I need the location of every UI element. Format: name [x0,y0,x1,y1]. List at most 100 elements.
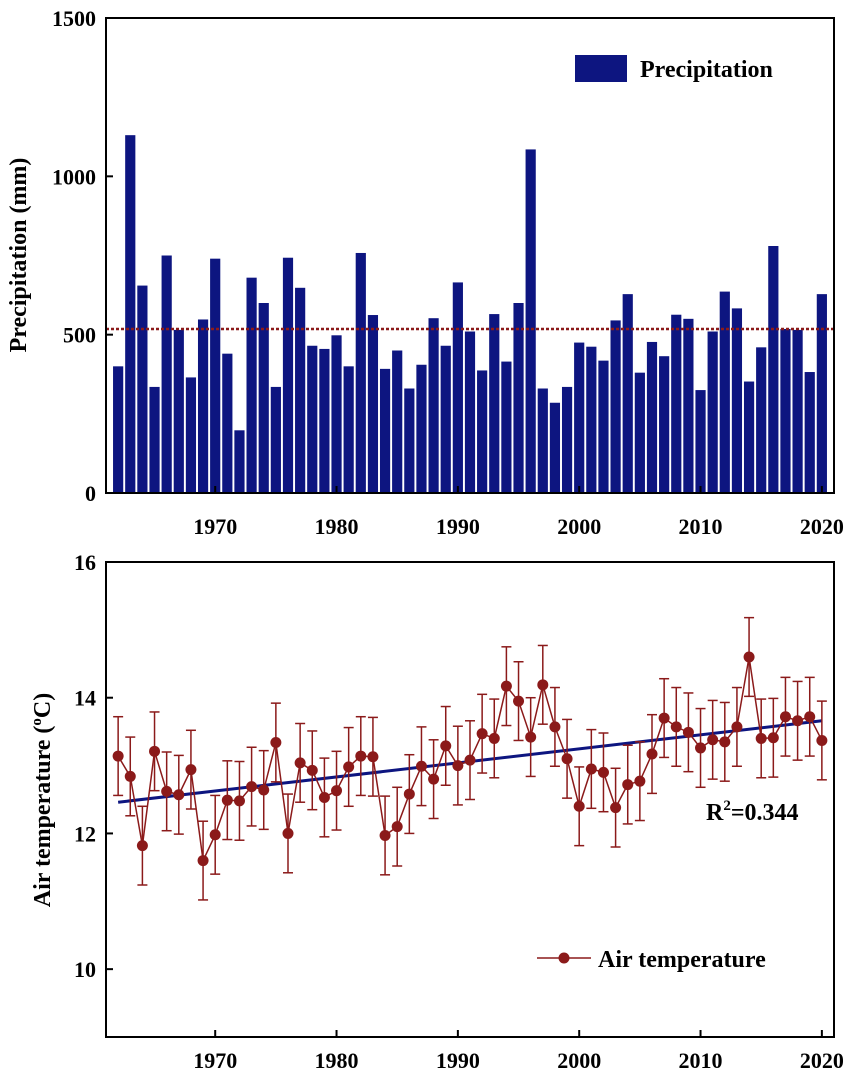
precipitation-bar [792,329,803,493]
air-temperature-y-label-main: Air temperature [30,734,56,908]
precipitation-bar [780,328,791,493]
x-tick-label: 1990 [436,1048,480,1073]
precipitation-bar [816,294,827,493]
air-temperature-point [270,737,282,748]
x-tick-label: 1980 [315,514,359,539]
precipitation-bar [416,364,427,493]
air-temperature-point [440,740,452,752]
air-temperature-point [258,784,270,796]
air-temperature-point [549,721,561,733]
precipitation-bar [622,294,633,493]
air-temperature-point [391,821,403,833]
air-temperature-point [331,785,343,797]
precipitation-bar [125,135,136,494]
precipitation-bar [513,303,524,493]
air-temperature-point [561,753,573,765]
precipitation-legend: Precipitation [575,55,773,83]
air-temperature-point [513,695,525,707]
precipitation-bar [440,345,451,493]
air-temperature-point [476,728,488,740]
precipitation-bar [695,390,706,493]
r-squared-annotation: R2=0.344 [706,798,799,826]
air-temperature-point [209,829,221,841]
air-temperature-x-ticks: 1970 1980 1990 2000 2010 2020 [193,1030,844,1073]
precipitation-y-ticks: 0 500 1000 1500 [52,6,113,506]
precipitation-bar [343,366,354,493]
air-temperature-point [731,721,743,733]
air-temperature-point [403,788,415,800]
precipitation-bar [404,388,415,493]
precipitation-bar [331,335,342,493]
y-tick-label: 12 [74,821,96,846]
x-tick-label: 1970 [193,1048,237,1073]
precipitation-bar [501,361,512,493]
air-temperature-point [646,748,658,760]
air-temperature-point [355,750,367,762]
precipitation-bar [743,381,755,493]
air-temperature-point [695,742,707,754]
precipitation-bar [282,257,294,493]
precipitation-bar [392,350,403,493]
air-temperature-point [136,840,148,852]
precipitation-bar [355,252,366,493]
precipitation-y-axis-label: Precipitation (mm) [6,158,32,353]
precipitation-bar [731,308,743,493]
air-temperature-point [573,800,585,812]
air-temperature-plot-frame [105,561,835,1038]
air-temperature-point [537,679,549,691]
precipitation-bar [537,388,548,493]
precipitation-chart: 0 500 1000 1500 1970 1980 1990 2000 2010 2020 Pr… [6,6,844,539]
y-tick-label: 500 [63,323,96,348]
precipitation-legend-swatch [575,55,627,82]
precipitation-bar [646,341,658,493]
air-temperature-point [452,760,464,772]
precipitation-bar [319,348,330,493]
precipitation-bar [161,255,172,493]
air-temperature-point [767,732,779,744]
precipitation-bar [295,287,306,493]
precipitation-bar [671,314,682,493]
air-temperature-point [415,760,427,772]
air-temperature-point [161,785,173,797]
precipitation-bar [197,319,209,493]
air-temperature-point [343,761,355,773]
air-temperature-point [379,829,391,841]
air-temperature-point [112,750,124,762]
air-temperature-point [719,736,731,748]
air-temperature-point [670,721,682,733]
air-temperature-y-label-degree: o [29,718,45,726]
air-temperature-point [221,794,233,806]
precipitation-bar [173,329,184,493]
precipitation-bar [719,291,730,493]
precipitation-bar [185,377,197,493]
precipitation-x-ticks: 1970 1980 1990 2000 2010 2020 [193,486,844,539]
precipitation-bar [246,277,257,493]
precipitation-bar [452,282,463,493]
air-temperature-point [622,779,634,791]
x-tick-label: 2020 [800,1048,844,1073]
precipitation-bar [307,345,318,493]
air-temperature-point [779,711,791,723]
air-temperature-point [525,731,537,743]
air-temperature-point [500,680,512,692]
y-tick-label: 1500 [52,6,96,31]
precipitation-bar [367,315,379,493]
air-temperature-y-ticks: 10 12 14 16 [74,550,113,982]
precipitation-bar [464,331,476,493]
air-temperature-point [488,732,500,744]
precipitation-bar [489,314,500,493]
y-tick-label: 1000 [52,164,96,189]
r-squared-superscript: 2 [723,798,731,814]
air-temperature-point [658,712,670,724]
air-temperature-y-label-open: ( [30,726,56,734]
x-tick-label: 2000 [557,514,601,539]
y-tick-label: 16 [74,550,96,575]
air-temperature-point [282,827,294,839]
precipitation-bars [113,135,827,494]
precipitation-bar [137,285,148,493]
air-temperature-point [707,734,719,746]
x-tick-label: 1970 [193,514,237,539]
x-tick-label: 1990 [436,514,480,539]
y-tick-label: 10 [74,957,96,982]
